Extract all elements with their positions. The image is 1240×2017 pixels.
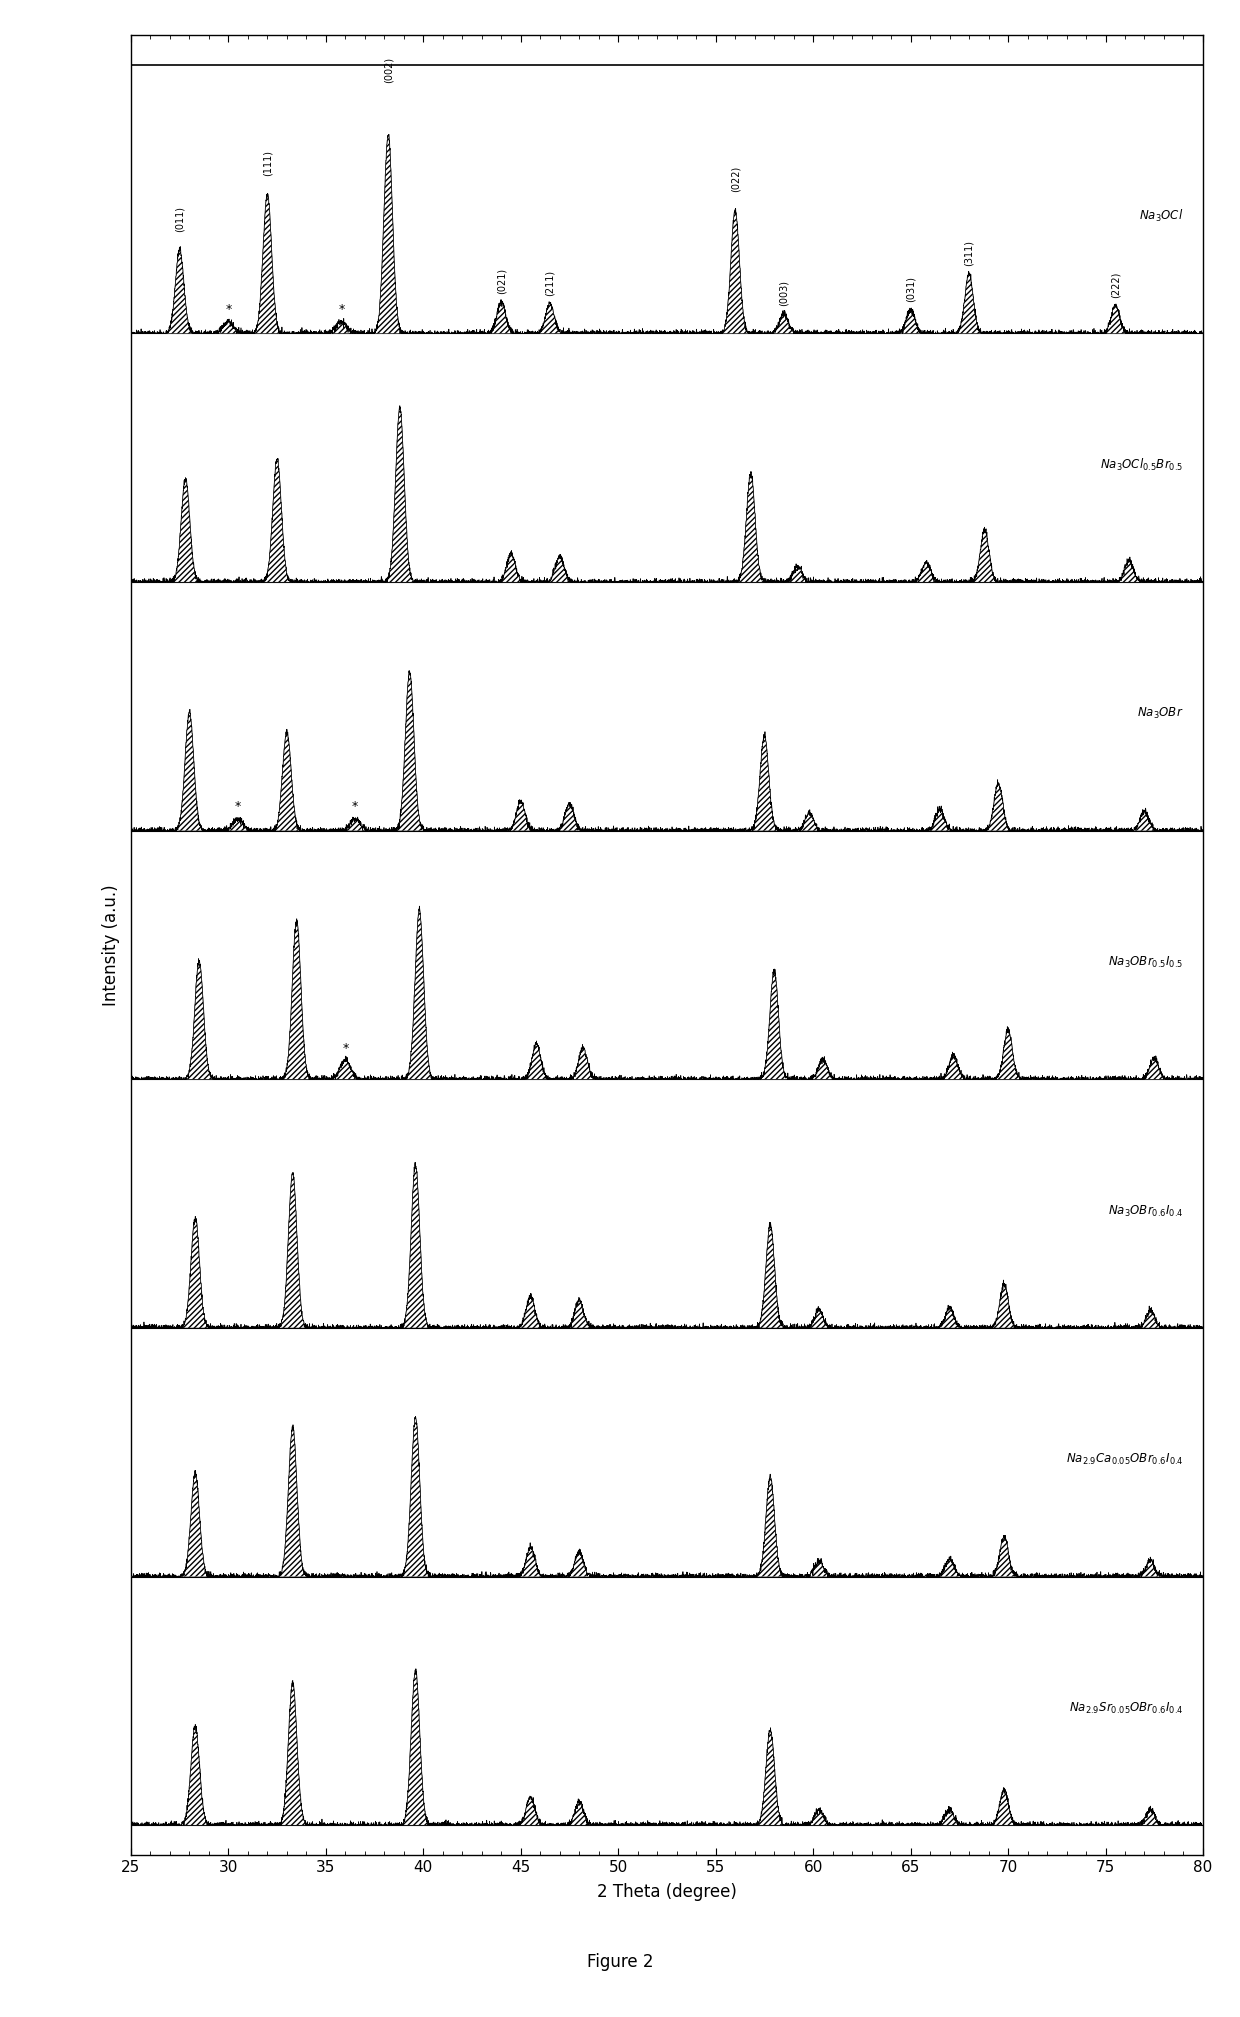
Text: Na$_3$OBr$_{0.5}$I$_{0.5}$: Na$_3$OBr$_{0.5}$I$_{0.5}$ xyxy=(1109,954,1183,970)
Text: (222): (222) xyxy=(1110,272,1120,299)
Text: (021): (021) xyxy=(496,268,506,294)
Text: *: * xyxy=(342,1043,348,1055)
Text: *: * xyxy=(236,801,242,813)
Text: Na$_3$OCl$_{0.5}$Br$_{0.5}$: Na$_3$OCl$_{0.5}$Br$_{0.5}$ xyxy=(1100,456,1183,472)
Text: *: * xyxy=(226,303,232,315)
Text: Na$_{2.9}$Sr$_{0.05}$OBr$_{0.6}$I$_{0.4}$: Na$_{2.9}$Sr$_{0.05}$OBr$_{0.6}$I$_{0.4}… xyxy=(1069,1700,1183,1716)
Text: (111): (111) xyxy=(263,151,273,175)
Text: *: * xyxy=(352,801,358,813)
Text: Na$_{2.9}$Ca$_{0.05}$OBr$_{0.6}$I$_{0.4}$: Na$_{2.9}$Ca$_{0.05}$OBr$_{0.6}$I$_{0.4}… xyxy=(1066,1452,1183,1466)
Text: (002): (002) xyxy=(383,56,393,83)
Y-axis label: Intensity (a.u.): Intensity (a.u.) xyxy=(102,883,120,1006)
Text: Figure 2: Figure 2 xyxy=(587,1952,653,1971)
Text: (003): (003) xyxy=(779,280,789,307)
Text: (031): (031) xyxy=(905,276,915,303)
Text: (211): (211) xyxy=(546,270,556,296)
X-axis label: 2 Theta (degree): 2 Theta (degree) xyxy=(596,1884,737,1902)
Text: Na$_3$OBr$_{0.6}$I$_{0.4}$: Na$_3$OBr$_{0.6}$I$_{0.4}$ xyxy=(1107,1204,1183,1218)
Text: (022): (022) xyxy=(730,165,740,192)
Text: (311): (311) xyxy=(963,240,975,266)
Text: Na$_3$OBr: Na$_3$OBr xyxy=(1137,706,1183,722)
Text: *: * xyxy=(339,303,345,315)
Text: Na$_3$OCl: Na$_3$OCl xyxy=(1140,208,1183,224)
Text: (011): (011) xyxy=(175,206,185,232)
